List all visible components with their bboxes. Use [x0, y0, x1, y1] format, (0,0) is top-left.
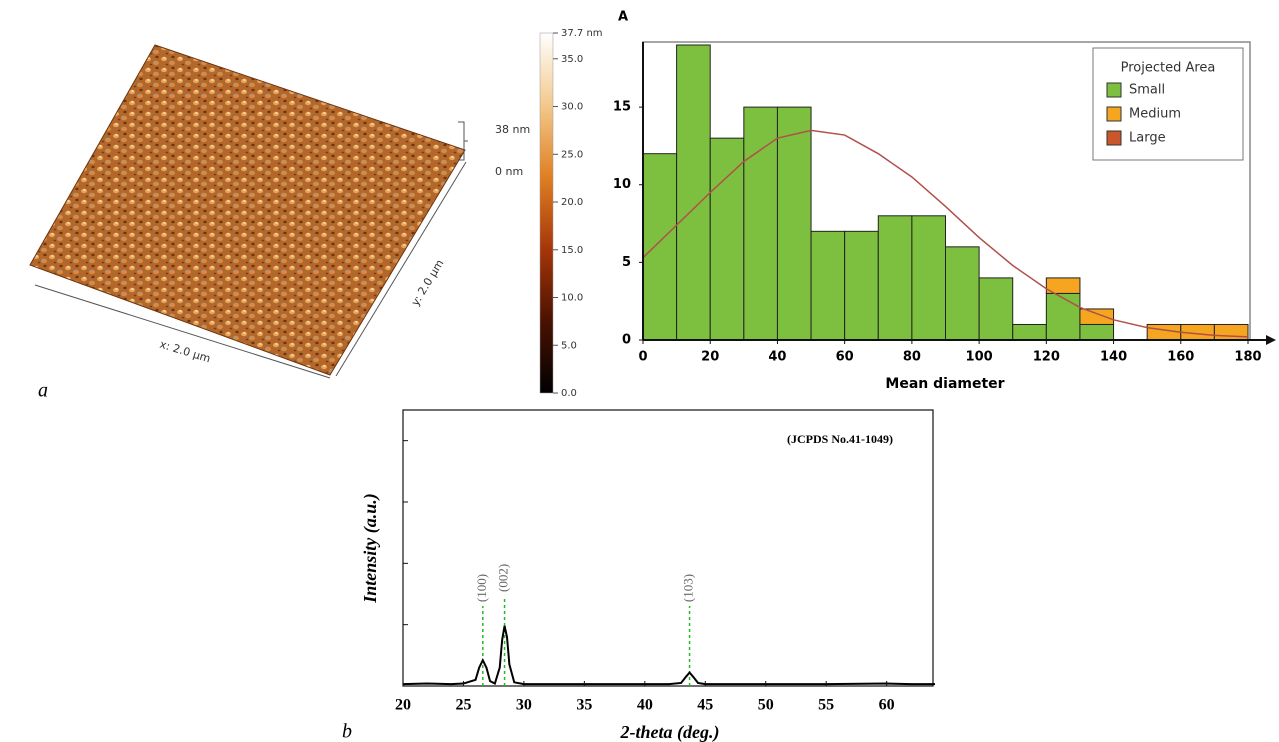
histogram-bar [776, 106, 812, 341]
x-tick-label: 55 [818, 697, 834, 714]
colorbar-tick-label: 15.0 [561, 245, 583, 256]
histogram-bar [810, 230, 846, 341]
y-tick-label: 0 [622, 333, 631, 348]
panel-label: b [342, 721, 352, 742]
x-tick-label: 40 [768, 350, 786, 365]
afm-image: 38 nm 0 nm x: 2.0 µm y: 2.0 µm [29, 44, 530, 379]
axis-arrow [1266, 335, 1276, 345]
afm-scale-bar [458, 121, 468, 161]
x-axis-label: Mean diameter [885, 376, 1004, 392]
peak-label: (002) [496, 564, 511, 592]
histogram-bar [743, 106, 778, 341]
y-axis-label: Intensity (a.u.) [360, 493, 381, 604]
x-tick-label: 160 [1167, 350, 1194, 365]
afm-scale-min: 0 nm [495, 165, 523, 178]
afm-scale-max: 38 nm [495, 123, 530, 136]
histogram-bar [844, 230, 879, 341]
histogram-bar [1079, 308, 1115, 325]
legend-label: Medium [1129, 107, 1181, 122]
histogram-bar [1045, 292, 1081, 341]
peak-label: (100) [474, 574, 489, 602]
x-tick-label: 120 [1033, 350, 1060, 365]
chart-title: A [618, 10, 628, 25]
histogram-bar [709, 137, 745, 341]
histogram-bar [1079, 323, 1115, 341]
legend-title: Projected Area [1121, 61, 1216, 76]
afm-surface [29, 44, 466, 376]
annotation: (JCPDS No.41-1049) [787, 432, 893, 446]
colorbar-tick-label: 25.0 [561, 149, 583, 160]
histogram-bar [978, 277, 1014, 341]
x-tick-label: 35 [576, 697, 592, 714]
x-tick-label: 40 [637, 697, 653, 714]
panel-label: a [38, 380, 48, 402]
x-tick-label: 140 [1100, 350, 1127, 365]
x-tick-label: 180 [1234, 350, 1261, 365]
histogram-bar [1213, 323, 1249, 341]
histogram-bar [877, 215, 913, 341]
x-tick-label: 25 [455, 697, 471, 714]
histogram-bar [676, 44, 711, 341]
legend-swatch [1106, 130, 1122, 146]
y-tick-label: 5 [622, 255, 631, 270]
histogram-bar [1045, 277, 1081, 294]
afm-y-label: y: 2.0 µm [409, 257, 447, 308]
x-axis-label: 2-theta (deg.) [620, 722, 720, 742]
y-tick-label: 15 [613, 100, 631, 115]
afm-x-axis [34, 284, 331, 379]
histogram-bar [945, 246, 980, 341]
legend-label: Large [1129, 131, 1166, 146]
x-tick-label: 0 [638, 350, 647, 365]
x-tick-label: 30 [516, 697, 532, 714]
x-tick-label: 20 [701, 350, 719, 365]
histogram-bar [1012, 323, 1047, 341]
legend-swatch [1106, 106, 1122, 122]
histogram-bar [911, 215, 947, 341]
peak-label: (103) [681, 574, 696, 602]
x-tick-label: 45 [697, 697, 713, 714]
legend-swatch [1106, 82, 1122, 98]
x-tick-label: 60 [836, 350, 854, 365]
afm-x-label: x: 2.0 µm [158, 338, 212, 366]
colorbar [539, 32, 554, 394]
colorbar-tick-label: 30.0 [561, 102, 583, 113]
x-tick-label: 100 [966, 350, 993, 365]
x-tick-label: 80 [903, 350, 921, 365]
colorbar-tick-label: 5.0 [561, 340, 577, 351]
afm-y-axis [335, 161, 467, 377]
histogram-bar [642, 153, 678, 341]
y-tick-label: 10 [613, 177, 631, 192]
colorbar-tick-label: 0.0 [561, 388, 577, 399]
plot-frame [402, 409, 934, 687]
x-tick-label: 20 [395, 697, 411, 714]
legend-label: Small [1129, 83, 1165, 98]
colorbar-tick-label: 37.7 nm [561, 28, 603, 39]
x-tick-label: 60 [879, 697, 895, 714]
fit-curve [642, 129, 1249, 338]
colorbar-tick-label: 10.0 [561, 293, 583, 304]
colorbar-tick-label: 20.0 [561, 197, 583, 208]
x-tick-label: 50 [758, 697, 774, 714]
colorbar-tick-label: 35.0 [561, 54, 583, 65]
